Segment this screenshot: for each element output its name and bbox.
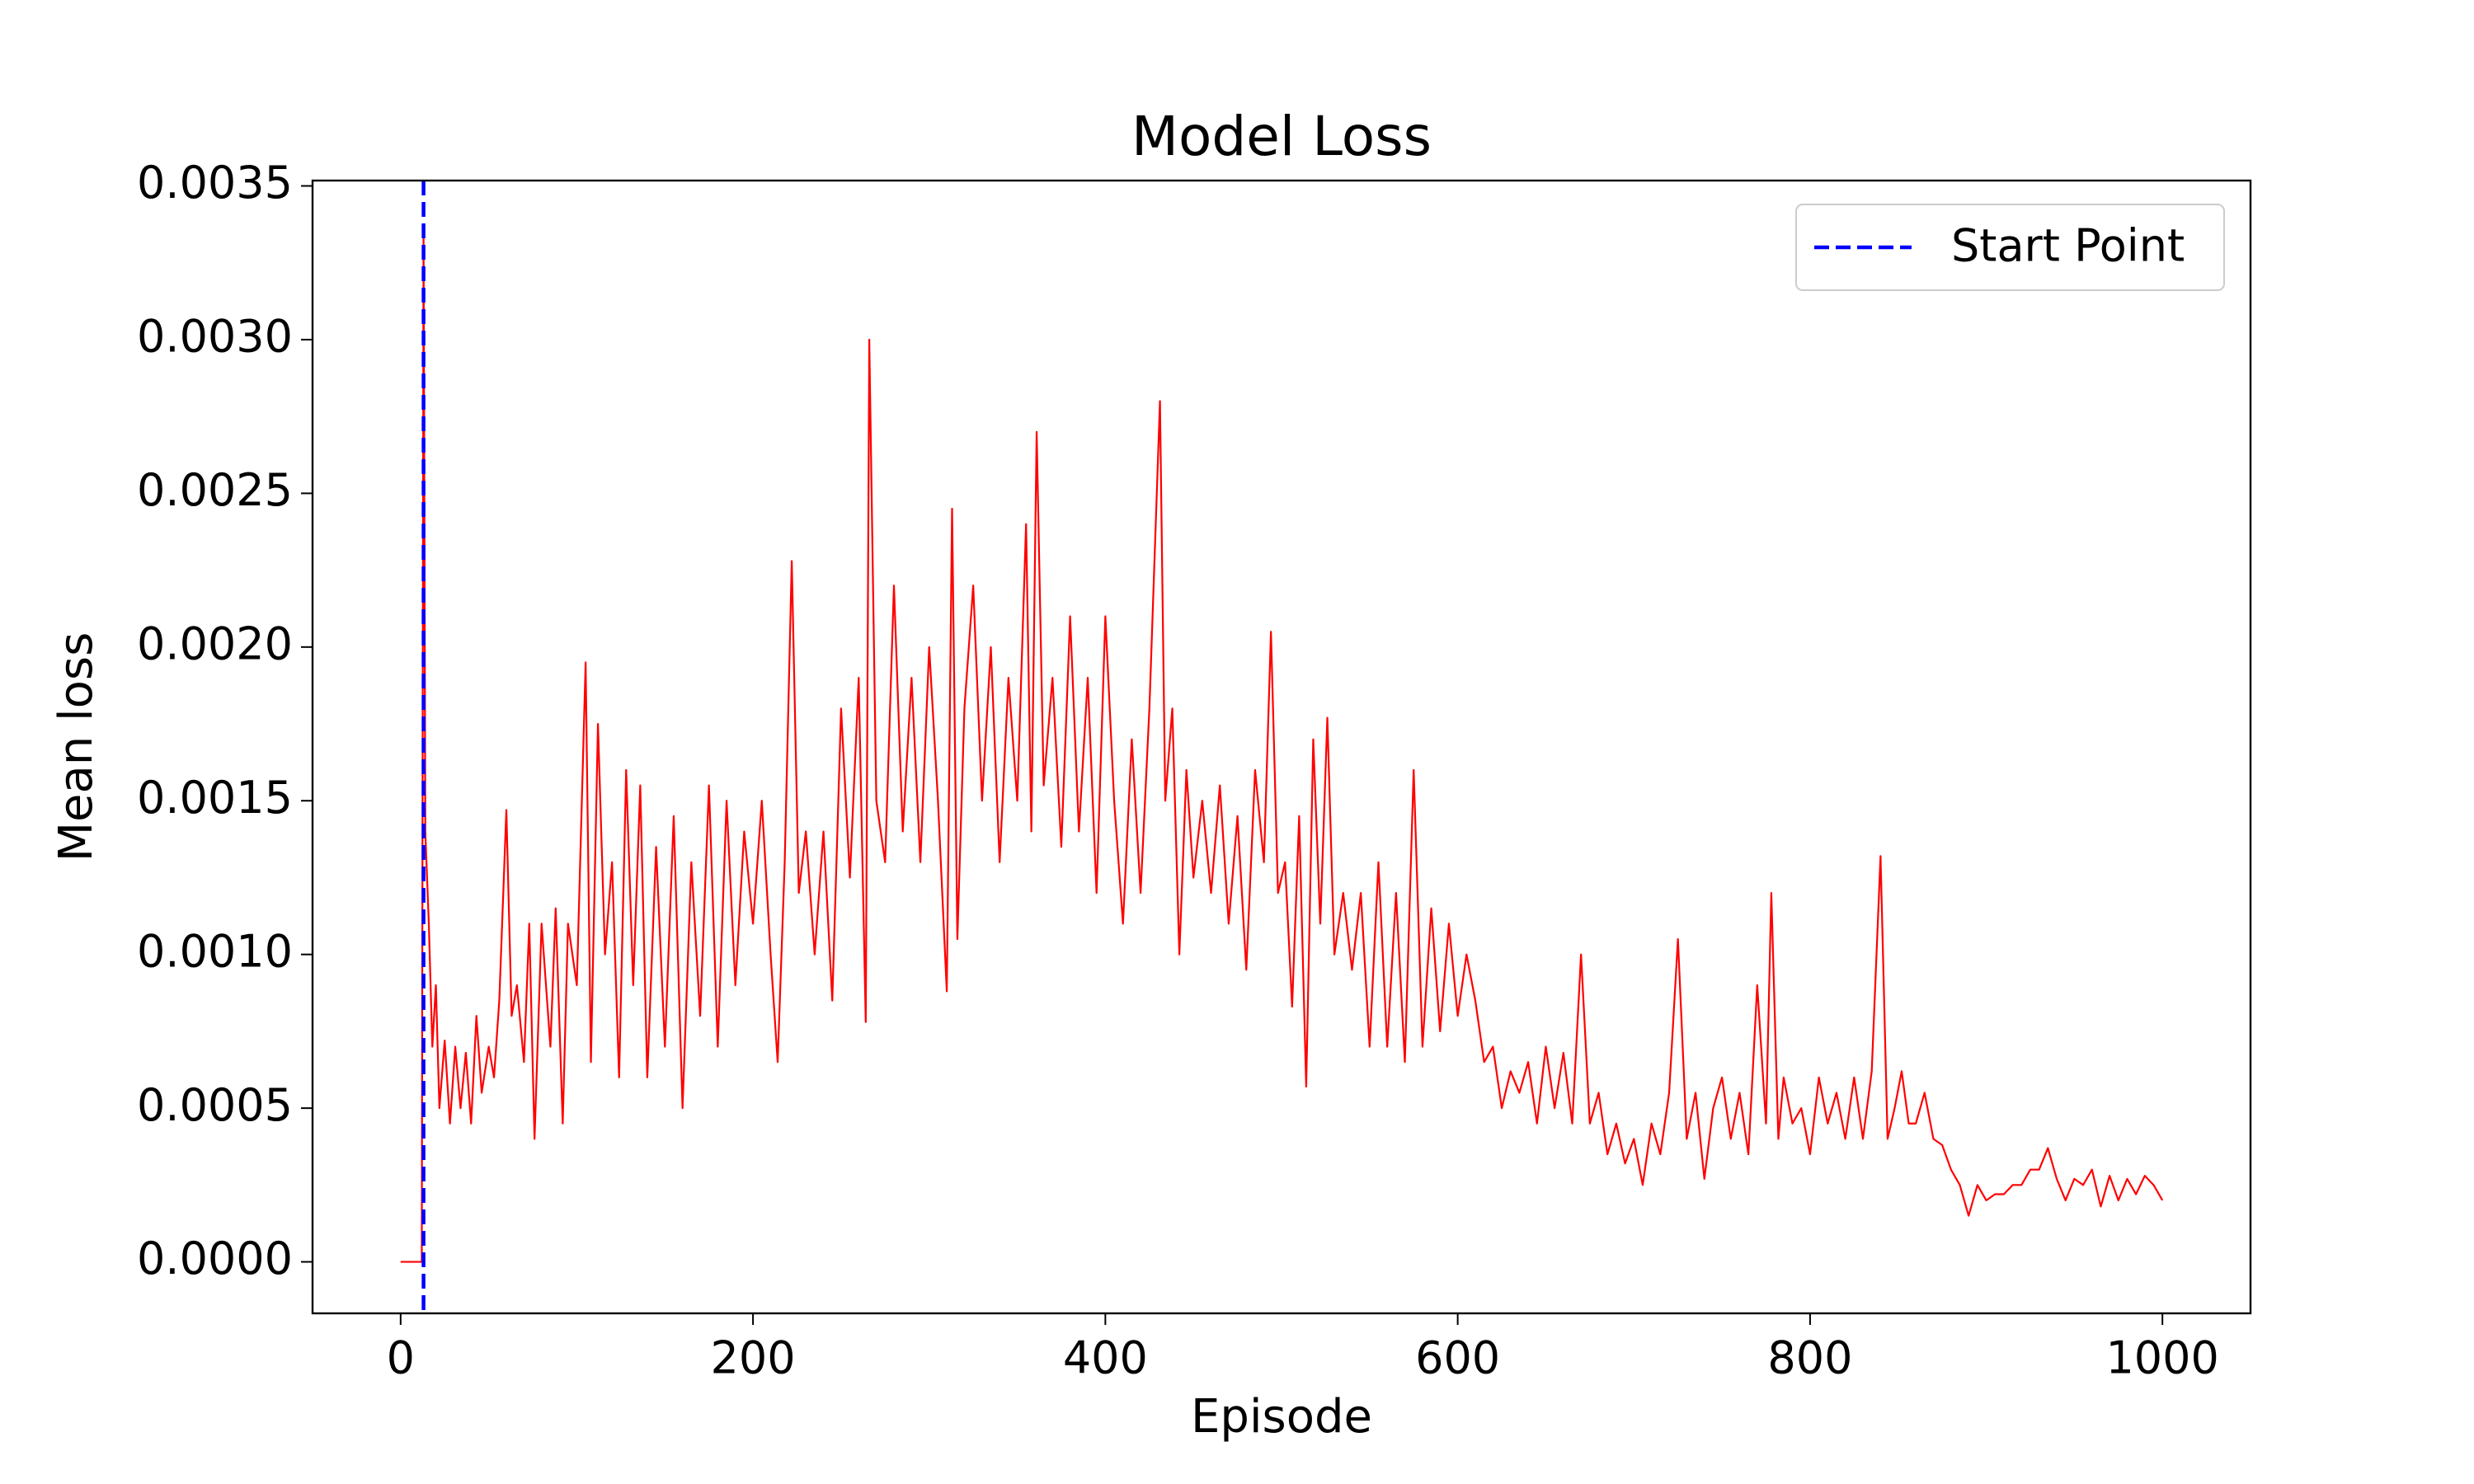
x-tick-label: 200 xyxy=(711,1332,796,1384)
y-tick-label: 0.0030 xyxy=(137,311,293,363)
x-tick-label: 0 xyxy=(387,1332,415,1384)
x-tick-label: 600 xyxy=(1415,1332,1500,1384)
chart-title: Model Loss xyxy=(1131,105,1432,168)
y-tick-label: 0.0025 xyxy=(137,464,293,516)
plot-frame xyxy=(311,179,2252,1315)
data-line xyxy=(400,231,2164,1263)
y-tick-label: 0.0005 xyxy=(137,1079,293,1131)
x-axis-label: Episode xyxy=(1191,1390,1372,1444)
y-axis-label: Mean loss xyxy=(49,632,103,862)
legend-label: Start Point xyxy=(1951,220,2185,272)
y-tick-label: 0.0035 xyxy=(137,157,293,209)
legend-box xyxy=(1795,204,2225,291)
y-tick-label: 0.0000 xyxy=(137,1233,293,1284)
x-tick-label: 800 xyxy=(1767,1332,1852,1384)
y-tick-label: 0.0015 xyxy=(137,772,293,824)
y-tick-label: 0.0020 xyxy=(137,618,293,669)
x-tick-label: 400 xyxy=(1063,1332,1148,1384)
y-tick-label: 0.0010 xyxy=(137,925,293,977)
x-tick-label: 1000 xyxy=(2105,1332,2218,1384)
